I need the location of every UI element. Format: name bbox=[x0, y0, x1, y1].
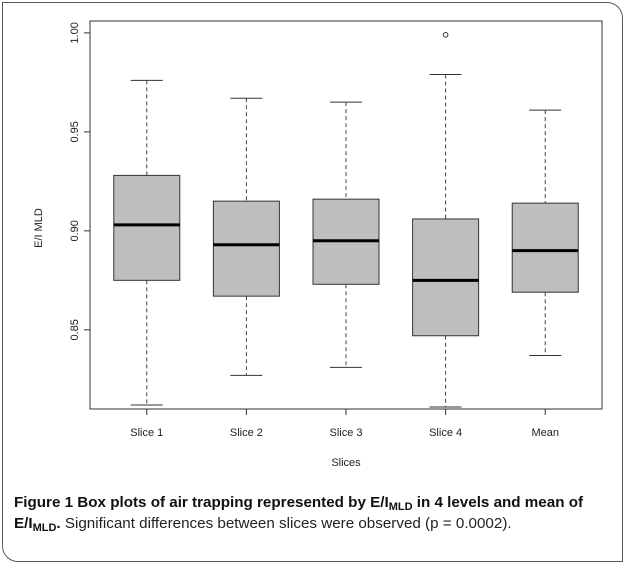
caption-title-a: Box plots of air trapping represented by… bbox=[73, 494, 389, 511]
box-iqr bbox=[113, 174, 181, 281]
y-axis-label: E/I MLD bbox=[33, 208, 45, 248]
x-axis-label: Slices bbox=[331, 457, 361, 469]
x-tick-label: Slice 4 bbox=[429, 427, 462, 439]
outlier-point bbox=[442, 32, 449, 38]
caption-label: Figure 1 bbox=[14, 494, 74, 511]
box-iqr bbox=[212, 200, 280, 297]
x-tick-label: Slice 3 bbox=[329, 427, 362, 439]
boxplot-chart: 0.85 0.90 0.95 1.00 Slice 1 Slice 2 Slice 3 Sli… bbox=[33, 20, 603, 469]
y-tick-label: 0.90 bbox=[69, 220, 81, 241]
x-tick-label: Slice 1 bbox=[130, 427, 163, 439]
y-tick-label: 1.00 bbox=[69, 22, 81, 43]
caption-title-end: . bbox=[56, 515, 61, 532]
caption-title-sub1: MLD bbox=[388, 501, 413, 513]
y-tick-label: 0.85 bbox=[69, 319, 81, 340]
plot-area: 0.85 0.90 0.95 1.00 Slice 1 Slice 2 Slice 3 Sli… bbox=[69, 20, 603, 439]
box-iqr bbox=[412, 218, 480, 337]
caption-title-sub2: MLD bbox=[32, 522, 57, 534]
caption-title-b: in 4 levels and mean of E/I bbox=[14, 494, 584, 532]
box-iqr bbox=[511, 202, 579, 293]
caption-body: Significant differences between slices w… bbox=[60, 515, 512, 532]
x-tick-label: Slice 2 bbox=[230, 427, 263, 439]
y-tick-label: 0.95 bbox=[69, 121, 81, 142]
figure-caption: Figure 1 Box plots of air trapping repre… bbox=[14, 492, 612, 534]
x-tick-label: Mean bbox=[531, 427, 559, 439]
